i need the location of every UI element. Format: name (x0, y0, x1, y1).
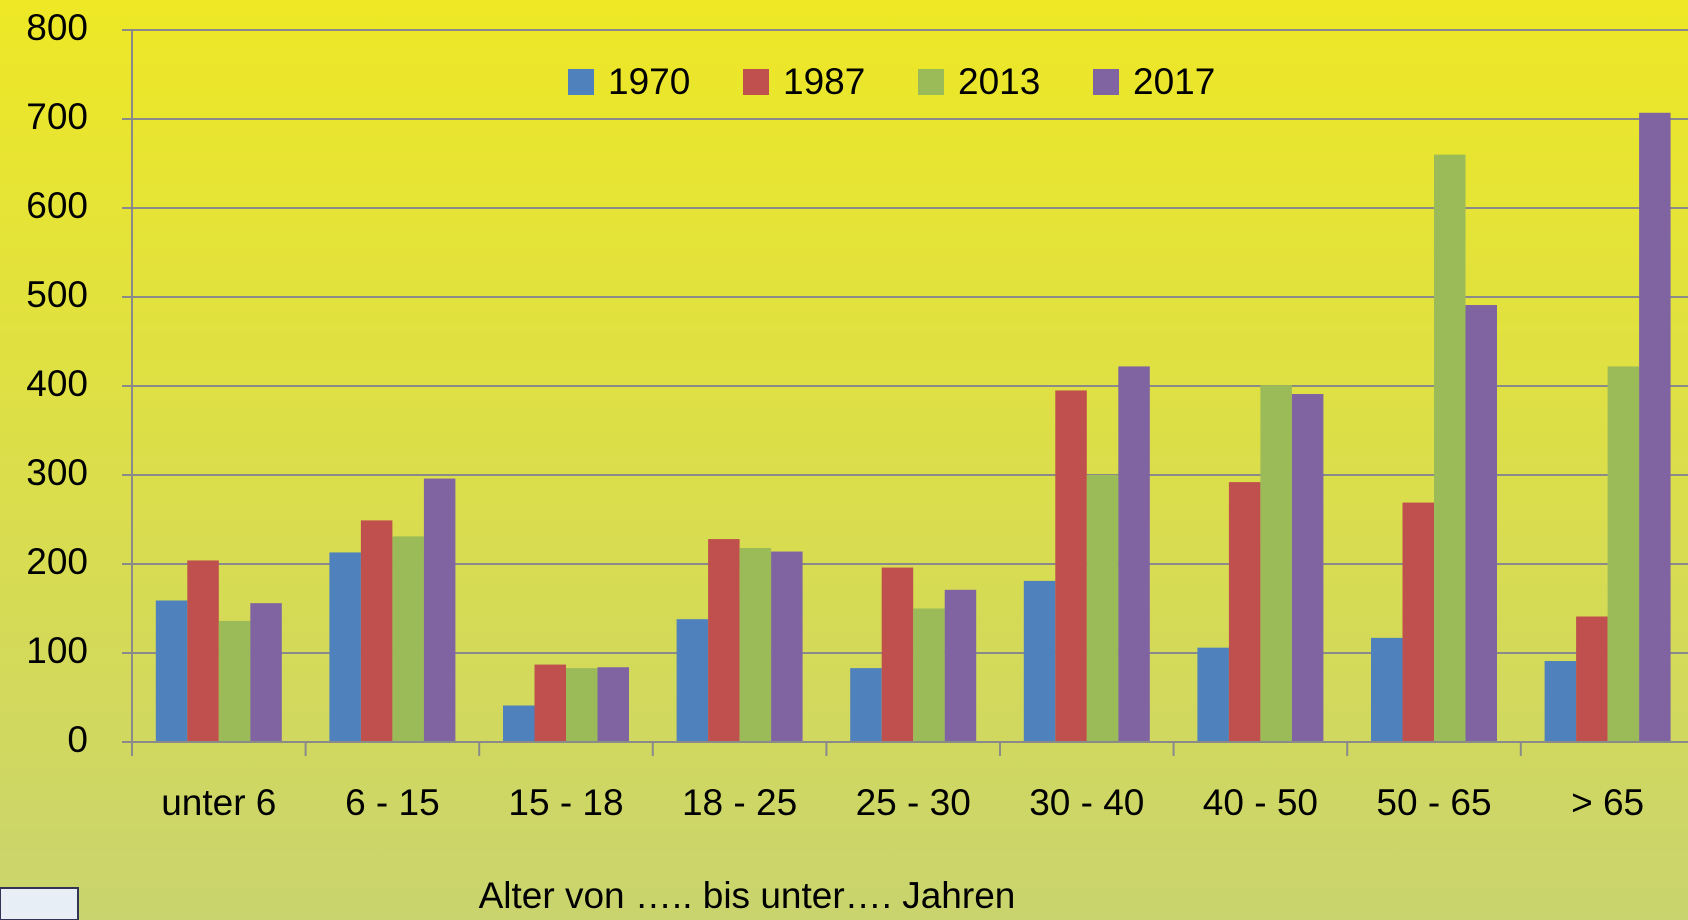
bar (1639, 112, 1671, 742)
bar (708, 539, 740, 742)
y-tick-label: 0 (67, 719, 88, 760)
bar (1118, 366, 1150, 742)
logo (0, 887, 79, 920)
bar (1023, 580, 1056, 742)
bar (423, 478, 456, 742)
legend-label: 2017 (1133, 61, 1215, 102)
bar (566, 668, 598, 742)
legend-swatch (918, 69, 944, 95)
x-tick-label: 25 - 30 (856, 782, 971, 823)
x-tick-label: > 65 (1571, 782, 1644, 823)
bar (1055, 390, 1087, 742)
x-tick-label: 50 - 65 (1376, 782, 1491, 823)
legend-label: 1970 (608, 61, 690, 102)
bar (1371, 637, 1403, 742)
bar (360, 520, 393, 742)
legend-swatch (1093, 69, 1119, 95)
bar (1434, 154, 1466, 743)
x-tick-label: 40 - 50 (1203, 782, 1318, 823)
bar (739, 547, 772, 742)
bar (676, 619, 709, 742)
y-tick-label: 400 (26, 363, 88, 404)
y-tick-label: 800 (26, 7, 88, 48)
x-tick-label: 18 - 25 (682, 782, 797, 823)
bar (771, 551, 803, 742)
bar (1402, 502, 1434, 742)
x-tick-label: 6 - 15 (345, 782, 440, 823)
y-tick-label: 700 (26, 96, 88, 137)
bar (1465, 305, 1497, 742)
bar (850, 668, 882, 742)
y-tick-label: 600 (26, 185, 88, 226)
x-tick-label: 15 - 18 (508, 782, 623, 823)
legend-swatch (568, 69, 594, 95)
bar (250, 603, 282, 742)
bar (1197, 647, 1229, 742)
bar (913, 608, 945, 742)
bar (187, 560, 219, 742)
bar (881, 567, 914, 742)
bar (1544, 661, 1577, 742)
bar (534, 664, 566, 742)
y-tick-label: 300 (26, 452, 88, 493)
y-tick-label: 100 (26, 630, 88, 671)
bar (1576, 616, 1608, 742)
y-tick-label: 500 (26, 274, 88, 315)
bar (329, 552, 361, 742)
bar (218, 620, 251, 742)
x-tick-label: unter 6 (161, 782, 276, 823)
legend-label: 1987 (783, 61, 865, 102)
bar (1086, 475, 1119, 742)
legend-swatch (743, 69, 769, 95)
bar (597, 667, 629, 742)
bar (944, 589, 977, 742)
y-tick-label: 200 (26, 541, 88, 582)
legend-label: 2013 (958, 61, 1040, 102)
bar (155, 600, 188, 742)
bar (1291, 394, 1324, 742)
bar (1228, 482, 1261, 742)
bar (1607, 366, 1640, 742)
x-axis-label: Alter von ….. bis unter…. Jahren (479, 875, 1016, 916)
bar (503, 705, 535, 742)
bar (1260, 385, 1292, 742)
bar (392, 536, 424, 742)
x-tick-label: 30 - 40 (1029, 782, 1144, 823)
